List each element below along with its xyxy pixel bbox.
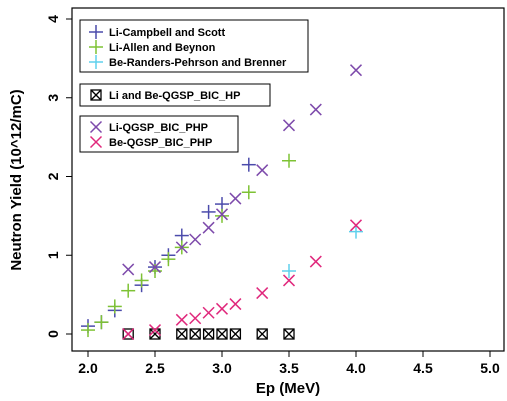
data-point bbox=[81, 323, 95, 338]
data-point bbox=[176, 328, 188, 340]
x-tick-label: 4.0 bbox=[346, 360, 366, 376]
x-tick-label: 3.0 bbox=[212, 360, 232, 376]
data-point bbox=[283, 328, 295, 340]
data-point bbox=[349, 224, 363, 239]
legend-label-li-qgsp-bic-php: Li-QGSP_BIC_PHP bbox=[109, 122, 208, 134]
legend-label-qgsp-bic-hp: Li and Be-QGSP_BIC_HP bbox=[109, 90, 240, 102]
x-tick-label: 2.5 bbox=[145, 360, 165, 376]
legend-marker-li-allen-and-beynon bbox=[89, 40, 103, 54]
legend-label-li-campbell-scott: Li-Campbell and Scott bbox=[109, 27, 225, 39]
y-tick-label: 0 bbox=[45, 330, 61, 338]
data-point bbox=[122, 263, 135, 276]
data-point bbox=[229, 298, 242, 311]
x-tick-label: 5.0 bbox=[480, 360, 500, 376]
data-point bbox=[256, 164, 269, 177]
y-tick-label: 1 bbox=[45, 251, 61, 259]
data-point bbox=[148, 324, 162, 337]
data-point bbox=[149, 328, 161, 340]
series-li-and-be-qgsp-bic-hp bbox=[122, 328, 295, 340]
data-point bbox=[189, 233, 202, 246]
data-point bbox=[94, 315, 109, 330]
data-point bbox=[107, 299, 122, 314]
y-tick-label: 4 bbox=[45, 15, 61, 23]
data-point bbox=[349, 219, 363, 232]
legend-label-be-qgsp-bic-php: Be-QGSP_BIC_PHP bbox=[109, 137, 212, 149]
axis-ticks: 2.0 2.5 3.0 3.5 4.0 4.5 5.0 0 1 2 3 4 bbox=[45, 15, 500, 376]
data-point bbox=[282, 153, 296, 168]
plot-frame bbox=[71, 7, 505, 352]
series-li-allen-and-beynon bbox=[81, 153, 296, 338]
data-point bbox=[309, 255, 322, 268]
data-point bbox=[189, 312, 202, 325]
data-point bbox=[122, 327, 135, 341]
data-point bbox=[229, 192, 242, 205]
data-point bbox=[121, 283, 136, 298]
legend: Li-Campbell and Scott Li-Allen and Beyno… bbox=[79, 19, 309, 153]
data-point bbox=[241, 157, 256, 172]
data-point bbox=[215, 197, 229, 212]
x-tick-label: 3.5 bbox=[279, 360, 299, 376]
series-be-randers-pehrson-and-brenner bbox=[282, 224, 363, 278]
data-point bbox=[202, 328, 215, 340]
data-point bbox=[175, 241, 188, 254]
data-points bbox=[81, 64, 363, 341]
y-tick-label: 3 bbox=[45, 94, 61, 102]
legend-marker-be-qgsp-bic-php bbox=[89, 135, 103, 149]
x-tick-label: 4.5 bbox=[413, 360, 433, 376]
data-point bbox=[148, 261, 162, 274]
data-point bbox=[174, 228, 189, 243]
series-be-qgsp-bic-php bbox=[122, 219, 363, 341]
x-tick-label: 2.0 bbox=[78, 360, 98, 376]
legend-box-php bbox=[79, 115, 239, 153]
legend-label-be-randers-pehrson: Be-Randers-Pehrson and Brenner bbox=[109, 57, 287, 69]
data-point bbox=[282, 274, 296, 287]
data-point bbox=[282, 119, 296, 132]
legend-marker-be-randers-pehrson-and-brenner bbox=[89, 55, 103, 69]
data-point bbox=[282, 264, 296, 278]
legend-marker-li-and-be-qgsp-bic-hp bbox=[90, 89, 102, 101]
data-point bbox=[309, 103, 322, 116]
data-point bbox=[241, 185, 256, 200]
data-point bbox=[215, 302, 229, 315]
data-point bbox=[216, 328, 228, 340]
data-point bbox=[229, 328, 242, 340]
legend-box-hp bbox=[79, 83, 271, 107]
data-point bbox=[349, 64, 363, 77]
data-point bbox=[202, 306, 215, 319]
y-axis-title: Neutron Yield (10^12/mC) bbox=[8, 89, 25, 270]
data-point bbox=[215, 208, 229, 223]
legend-markers bbox=[89, 25, 103, 149]
data-point bbox=[201, 204, 216, 219]
data-point bbox=[161, 252, 176, 267]
data-point bbox=[175, 313, 188, 326]
legend-marker-li-campbell-and-scott bbox=[89, 25, 103, 39]
y-tick-label: 2 bbox=[45, 172, 61, 180]
legend-box-reference bbox=[79, 19, 309, 73]
data-point bbox=[189, 328, 201, 340]
data-point bbox=[134, 273, 149, 288]
data-point bbox=[256, 328, 268, 340]
legend-label-li-allen-beynon: Li-Allen and Beynon bbox=[109, 42, 216, 54]
data-point bbox=[256, 287, 269, 300]
series-li-campbell-and-scott bbox=[81, 157, 256, 334]
x-axis-title: Ep (MeV) bbox=[256, 380, 320, 397]
series-li-qgsp-bic-php bbox=[122, 64, 363, 276]
legend-marker-li-qgsp-bic-php bbox=[89, 120, 103, 134]
data-point bbox=[202, 221, 215, 234]
data-point bbox=[215, 208, 229, 221]
